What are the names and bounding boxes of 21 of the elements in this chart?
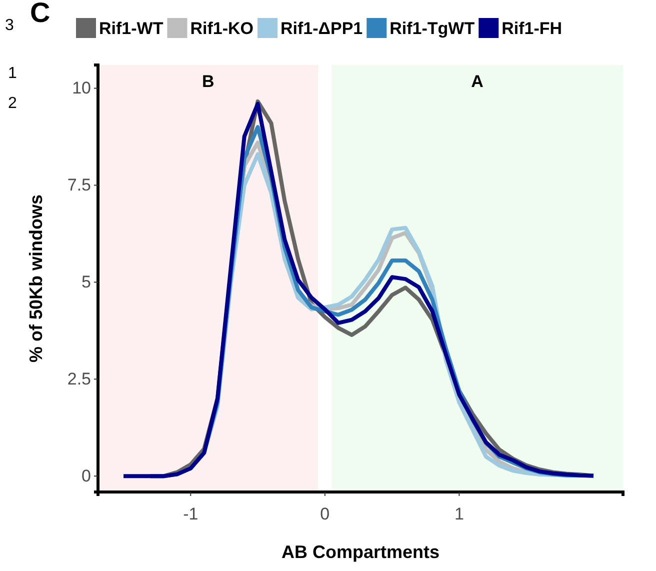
x-axis-title: AB Compartments bbox=[281, 542, 440, 562]
legend-label: Rif1-KO bbox=[190, 19, 254, 38]
y-tick-label: 7.5 bbox=[67, 176, 91, 195]
y-tick-label: 10 bbox=[72, 78, 91, 98]
x-tick-label: 1 bbox=[454, 504, 464, 524]
band-label: A bbox=[471, 72, 484, 91]
y-tick-label: 0 bbox=[82, 466, 91, 486]
text: 3 bbox=[5, 17, 14, 34]
text: 2 bbox=[8, 95, 17, 112]
text: 1 bbox=[8, 65, 17, 82]
x-tick-label: -1 bbox=[183, 504, 198, 524]
y-tick-label: 5 bbox=[82, 272, 91, 292]
text: C bbox=[30, 0, 50, 28]
legend-label: Rif1-WT bbox=[99, 19, 164, 38]
legend-label: Rif1-ΔPP1 bbox=[280, 19, 363, 38]
legend-label: Rif1-TgWT bbox=[390, 19, 476, 38]
band-label: B bbox=[202, 72, 214, 91]
x-tick-label: 0 bbox=[320, 504, 330, 524]
y-tick-label: 2.5 bbox=[67, 370, 91, 389]
legend-label: Rif1-FH bbox=[502, 19, 562, 38]
y-axis-title: % of 50Kb windows bbox=[26, 194, 46, 363]
